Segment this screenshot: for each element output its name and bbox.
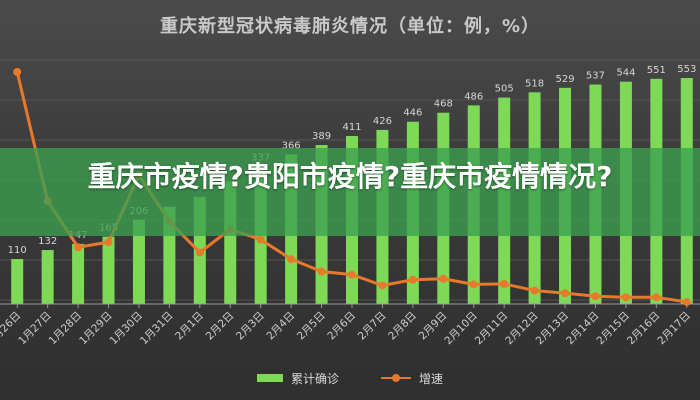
bar-data-label: 518 [525,78,544,89]
line-point [287,255,296,264]
bar-data-label: 132 [38,236,57,247]
line-point [348,270,356,279]
line-point [195,248,204,257]
x-tick-label: 2月5日 [295,310,328,343]
line-point [378,281,387,290]
x-tick-label: 2月14日 [564,310,602,348]
bar [72,243,85,304]
bar-data-label: 529 [555,74,574,85]
bar-data-label: 544 [616,68,635,79]
legend-item-bar[interactable]: 累计确诊 [256,370,339,387]
line-point [104,238,113,247]
x-tick-label: 2月17日 [655,310,693,348]
line-point [500,279,509,288]
line-point [317,267,326,276]
bar-data-label: 426 [373,116,392,127]
x-tick-labels: 1月26日1月27日1月28日1月29日1月30日1月31日2月1日2月2日2月… [0,310,693,348]
bar-data-label: 389 [312,131,331,142]
x-axis [0,303,700,308]
line-point [591,292,600,301]
x-tick-label: 2月8日 [386,310,419,343]
x-tick-label: 1月30日 [108,310,146,348]
line-point [530,286,539,295]
x-tick-label: 2月1日 [173,310,206,343]
bar-data-label: 553 [677,64,696,75]
line-point [621,293,630,302]
bar [41,250,54,304]
line-point [13,68,22,76]
x-tick-label: 2月13日 [534,310,572,348]
line-point [256,235,265,244]
line-point [682,297,691,306]
x-tick-label: 2月4日 [264,310,297,343]
bar [132,219,145,304]
bar-data-label: 537 [586,71,605,82]
line-point [439,274,448,283]
line-point [561,289,570,298]
legend-label-line: 增速 [419,371,444,386]
bar-data-label: 110 [8,245,27,256]
bar-data-label: 505 [495,84,514,95]
legend: 累计确诊 增速 [0,368,700,388]
bar-data-label: 366 [282,140,301,151]
bar-data-label: 411 [342,122,361,133]
chart-title: 重庆新型冠状病毒肺炎情况（单位：例，%） [159,16,541,37]
bar [11,259,24,304]
x-tick-label: 1月27日 [16,310,54,348]
x-tick-label: 2月16日 [625,310,663,348]
x-tick-label: 2月15日 [595,310,633,348]
banner-overlay [0,148,700,236]
banner-text: 重庆市疫情?贵阳市疫情?重庆市疫情情况? [87,160,613,193]
legend-item-line[interactable]: 增速 [381,370,443,387]
line-point [408,275,417,284]
line-point [652,293,661,302]
x-tick-label: 2月3日 [234,310,267,343]
line-point [74,243,83,252]
x-tick-label: 1月29日 [77,310,115,348]
x-tick-label: 2月7日 [356,310,389,343]
x-tick-label: 2月12日 [503,310,541,348]
bar-data-label: 446 [403,108,422,119]
bar [102,236,115,304]
x-tick-label: 2月10日 [442,310,480,348]
bar-data-label: 486 [464,91,483,102]
x-tick-label: 2月6日 [325,310,358,343]
bar-data-label: 551 [647,65,666,76]
x-tick-label: 1月31日 [138,310,176,348]
legend-label-bar: 累计确诊 [290,371,339,386]
legend-swatch-line [381,373,411,383]
line-point [469,280,478,289]
x-tick-label: 1月28日 [47,310,85,348]
bar-data-label: 468 [434,99,453,110]
x-tick-label: 2月2日 [204,310,237,343]
legend-swatch-bar [256,374,283,382]
